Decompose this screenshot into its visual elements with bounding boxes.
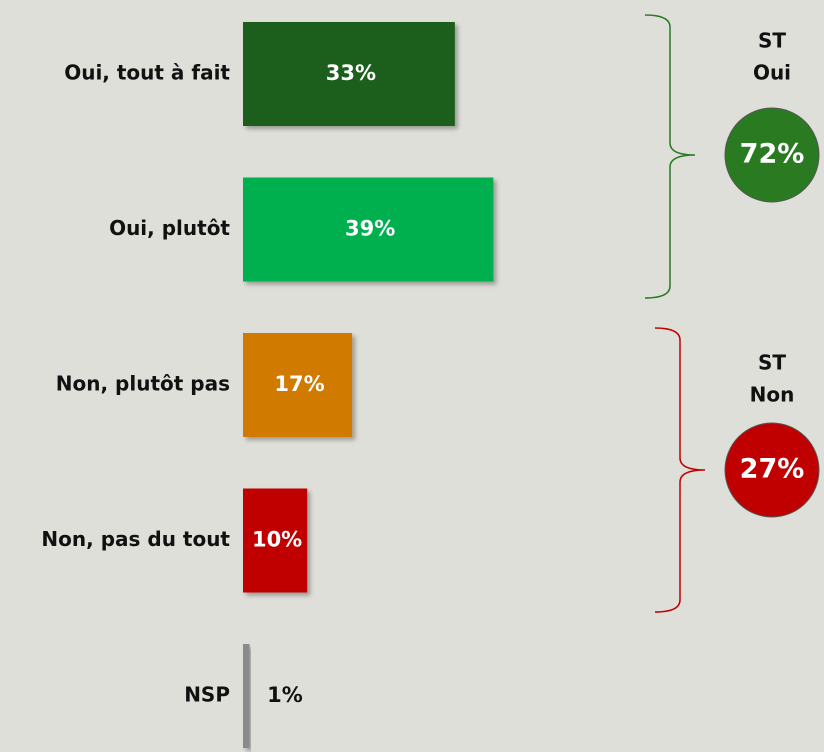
group-circle [724, 422, 820, 518]
bar [243, 644, 250, 748]
group-label: Non [750, 383, 795, 407]
group-value: 72% [740, 139, 805, 170]
category-label: Oui, plutôt [109, 216, 230, 240]
value-label: 10% [252, 528, 302, 552]
value-label: 1% [267, 683, 303, 707]
category-label: Non, pas du tout [41, 527, 230, 551]
category-label: NSP [184, 683, 230, 707]
group-circle [724, 107, 820, 203]
category-label: Oui, tout à fait [64, 61, 230, 85]
bar [243, 22, 455, 126]
group-label: ST [758, 351, 786, 375]
bar [243, 177, 494, 282]
bracket [654, 327, 706, 613]
bar [243, 333, 353, 437]
bar [243, 488, 308, 593]
group-value: 27% [740, 454, 805, 485]
value-label: 39% [345, 217, 395, 241]
group-label: ST [758, 29, 786, 53]
category-label: Non, plutôt pas [56, 372, 230, 396]
value-label: 33% [326, 61, 376, 85]
bracket [644, 14, 696, 299]
value-label: 17% [274, 372, 324, 396]
group-label: Oui [753, 61, 791, 85]
